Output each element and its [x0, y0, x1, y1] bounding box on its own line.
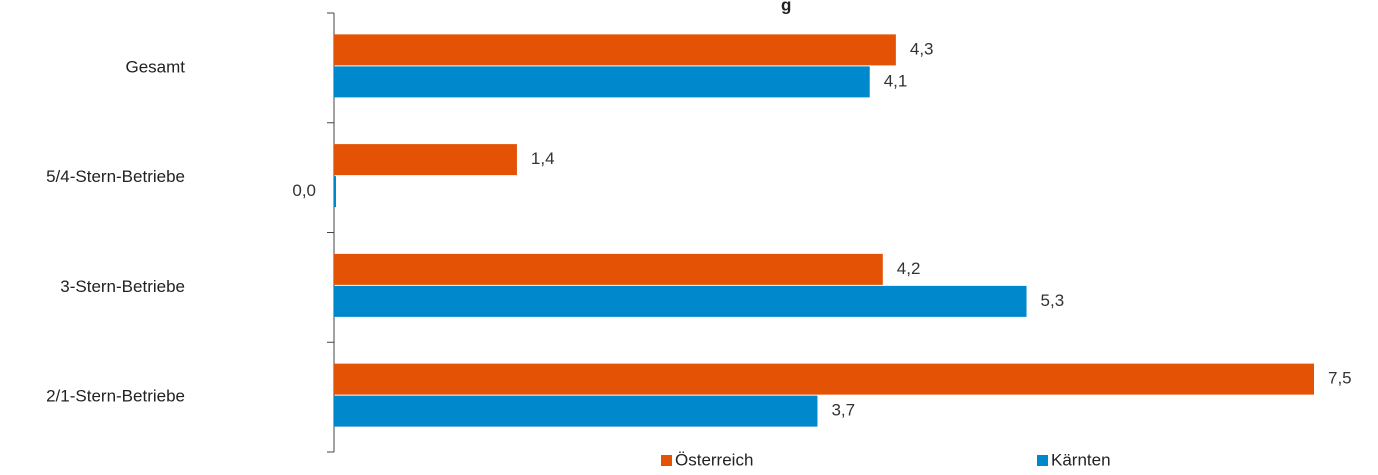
category-label-5-4-stern-betriebe: 5/4-Stern-Betriebe — [46, 167, 185, 186]
bar-kaernten-gesamt — [334, 66, 870, 98]
data-label-oesterreich-2-1-stern-betriebe: 7,5 — [1328, 369, 1352, 388]
bar-oesterreich-5-4-stern-betriebe — [334, 144, 517, 176]
bar-oesterreich-3-stern-betriebe — [334, 253, 883, 285]
chart-title-fragment: g — [781, 0, 791, 14]
legend: Österreich Kärnten — [661, 450, 1111, 469]
y-axis-ticks — [327, 12, 334, 453]
data-label-kaernten-gesamt: 4,1 — [884, 71, 908, 90]
category-label-2-1-stern-betriebe: 2/1-Stern-Betriebe — [46, 387, 185, 406]
data-label-oesterreich-5-4-stern-betriebe: 1,4 — [531, 149, 555, 168]
data-label-oesterreich-3-stern-betriebe: 4,2 — [897, 259, 921, 278]
data-labels: 4,34,1 1,4 0,0 4,2 5,3 7,5 3,7 — [292, 39, 1351, 419]
category-label-3-stern-betriebe: 3-Stern-Betriebe — [60, 277, 185, 296]
bar-kaernten-5-4-stern-betriebe — [334, 176, 336, 208]
bar-kaernten-2-1-stern-betriebe — [334, 395, 818, 427]
data-label-kaernten-2-1-stern-betriebe: 3,7 — [831, 401, 855, 420]
data-label-kaernten-5-4-stern-betriebe: 0,0 — [292, 181, 316, 200]
legend-swatch-kaernten — [1037, 455, 1048, 466]
bar-oesterreich-2-1-stern-betriebe — [334, 363, 1314, 395]
category-labels: Gesamt 5/4-Stern-Betriebe 3-Stern-Betriebe… — [46, 57, 185, 405]
bar-kaernten-3-stern-betriebe — [334, 285, 1027, 317]
legend-swatch-oesterreich — [661, 455, 672, 466]
data-label-oesterreich-gesamt: 4,3 — [910, 39, 934, 58]
data-label-kaernten-3-stern-betriebe: 5,3 — [1041, 291, 1065, 310]
legend-label-kaernten: Kärnten — [1051, 450, 1111, 469]
bar-oesterreich-gesamt — [334, 34, 896, 66]
legend-label-oesterreich: Österreich — [675, 450, 753, 469]
bars — [334, 34, 1314, 427]
category-label-gesamt: Gesamt — [125, 57, 185, 76]
